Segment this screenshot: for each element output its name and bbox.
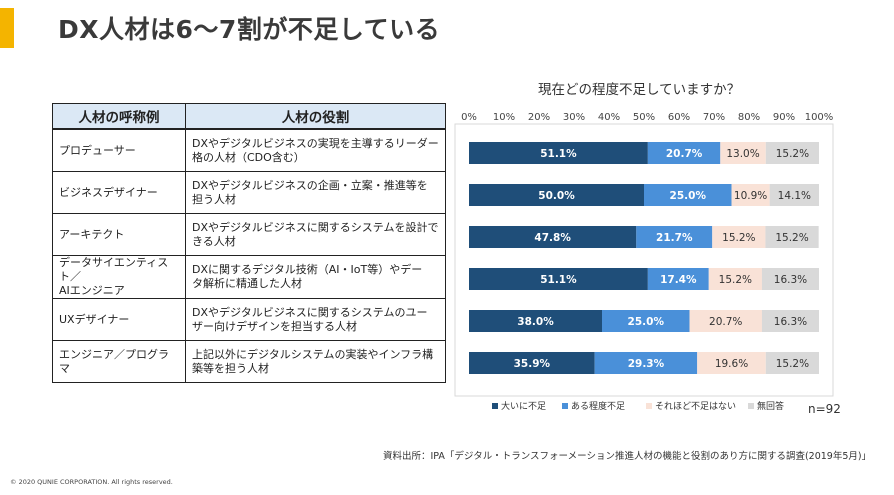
data-label: 47.8% (534, 232, 571, 244)
bar-segment (469, 352, 595, 374)
data-label: 15.2% (776, 358, 809, 370)
legend-swatch (646, 403, 652, 409)
legend-label: それほど不足はない (655, 401, 736, 412)
page-title: DX人材は6～7割が不足している (58, 15, 441, 44)
data-label: 16.3% (774, 316, 807, 328)
legend-label: 無回答 (757, 400, 784, 412)
row-name: データサイエンティスト／ AIエンジニア (52, 255, 186, 299)
x-tick-label: 0% (461, 112, 477, 123)
bar-segment (697, 352, 766, 374)
data-label: 17.4% (660, 274, 697, 286)
legend-swatch (562, 403, 568, 409)
x-tick-label: 70% (703, 112, 725, 123)
legend-swatch (748, 403, 754, 409)
row-name: エンジニア／プログラマ (52, 340, 186, 383)
data-label: 10.9% (734, 190, 767, 202)
bar-segment (689, 310, 762, 332)
bar-segment (765, 226, 819, 248)
bar-segment (469, 226, 637, 248)
row-role: DXに関するデジタル技術（AI・IoT等）やデー タ解析に精通した人材 (185, 255, 446, 299)
stacked-bar-chart: 0% 10% 20% 30% 40% 50% 60% 70% 80% 90% 100% 51.1% 20… (454, 112, 834, 412)
data-label: 25.0% (628, 316, 665, 328)
legend-label: ある程度不足 (571, 400, 625, 412)
x-tick-label: 90% (773, 112, 795, 123)
roles-table: 人材の呼称例 人材の役割 プロデューサー DXやデジタルビジネスの実現を主導する… (52, 103, 446, 383)
bar-segment (731, 184, 770, 206)
bar-segment (647, 142, 721, 164)
data-label: 21.7% (656, 232, 693, 244)
x-tick-label: 100% (805, 112, 834, 123)
bar-segment (644, 184, 732, 206)
bar-segment (602, 310, 690, 332)
row-role: DXやデジタルビジネスに関するシステムのユー ザー向けデザインを担当する人材 (185, 298, 446, 341)
bar-segment (469, 310, 602, 332)
row-role: DXやデジタルビジネスの実現を主導するリーダー 格の人材（CDO含む） (185, 128, 446, 172)
data-label: 38.0% (517, 316, 554, 328)
table-row: アーキテクト DXやデジタルビジネスに関するシステムを設計で きる人材 (52, 213, 446, 256)
data-label: 20.7% (666, 148, 703, 160)
data-label: 15.2% (719, 274, 752, 286)
header-role: 人材の役割 (185, 103, 446, 130)
bar-segment (636, 226, 713, 248)
data-label: 20.7% (709, 316, 742, 328)
x-tick-label: 80% (738, 112, 760, 123)
row-name: プロデューサー (52, 128, 186, 172)
data-label: 19.6% (715, 358, 748, 370)
x-tick-label: 30% (563, 112, 585, 123)
header-name: 人材の呼称例 (52, 103, 186, 130)
bar-segment (647, 268, 709, 290)
data-label: 13.0% (726, 148, 759, 160)
data-label: 35.9% (514, 358, 551, 370)
table-header-row: 人材の呼称例 人材の役割 (52, 103, 446, 130)
table-row: プロデューサー DXやデジタルビジネスの実現を主導するリーダー 格の人材（CDO含… (52, 128, 446, 172)
data-label: 14.1% (778, 190, 811, 202)
x-tick-label: 60% (668, 112, 690, 123)
copyright: © 2020 QUNIE CORPORATION. All rights res… (10, 478, 173, 486)
x-tick-label: 40% (598, 112, 620, 123)
accent-bar (0, 8, 14, 48)
x-tick-label: 20% (528, 112, 550, 123)
source-note: 資料出所：IPA「デジタル・トランスフォーメーション推進人材の機能と役割のあり方… (383, 451, 872, 462)
bar-segment (765, 142, 819, 164)
row-role: 上記以外にデジタルシステムの実装やインフラ構 築等を担う人材 (185, 340, 446, 383)
data-label: 15.2% (775, 232, 808, 244)
bar-segment (469, 268, 648, 290)
sample-size-label: n=92 (808, 402, 841, 416)
row-role: DXやデジタルビジネスに関するシステムを設計で きる人材 (185, 213, 446, 256)
x-tick-label: 10% (493, 112, 515, 123)
row-name: アーキテクト (52, 213, 186, 256)
bar-segment (708, 268, 762, 290)
chart-title: 現在どの程度不足していますか？ (538, 82, 741, 98)
bar-segment (469, 184, 644, 206)
bar-segment (712, 226, 766, 248)
table-row: エンジニア／プログラマ 上記以外にデジタルシステムの実装やインフラ構 築等を担う人… (52, 340, 446, 383)
data-label: 15.2% (722, 232, 755, 244)
data-label: 51.1% (540, 274, 577, 286)
data-label: 29.3% (628, 358, 665, 370)
plot-frame (454, 123, 834, 397)
data-label: 25.0% (670, 190, 707, 202)
data-label: 15.2% (776, 148, 809, 160)
table-row: ビジネスデザイナー DXやデジタルビジネスの企画・立案・推進等を 担う人材 (52, 171, 446, 214)
bar-segment (761, 268, 819, 290)
row-name: UXデザイナー (52, 298, 186, 341)
legend-label: 大いに不足 (501, 400, 546, 412)
table-row: データサイエンティスト／ AIエンジニア DXに関するデジタル技術（AI・IoT等… (52, 255, 446, 299)
data-label: 50.0% (538, 190, 575, 202)
data-label: 16.3% (774, 274, 807, 286)
data-label: 51.1% (540, 148, 577, 160)
bar-segment (469, 142, 648, 164)
row-name: ビジネスデザイナー (52, 171, 186, 214)
bar-segment (769, 184, 819, 206)
bar-segment (761, 310, 819, 332)
bar-segment (720, 142, 766, 164)
legend-swatch (492, 403, 498, 409)
table-row: UXデザイナー DXやデジタルビジネスに関するシステムのユー ザー向けデザインを担… (52, 298, 446, 341)
bar-segment (594, 352, 698, 374)
bar-segment (765, 352, 819, 374)
row-role: DXやデジタルビジネスの企画・立案・推進等を 担う人材 (185, 171, 446, 214)
x-tick-label: 50% (633, 112, 655, 123)
